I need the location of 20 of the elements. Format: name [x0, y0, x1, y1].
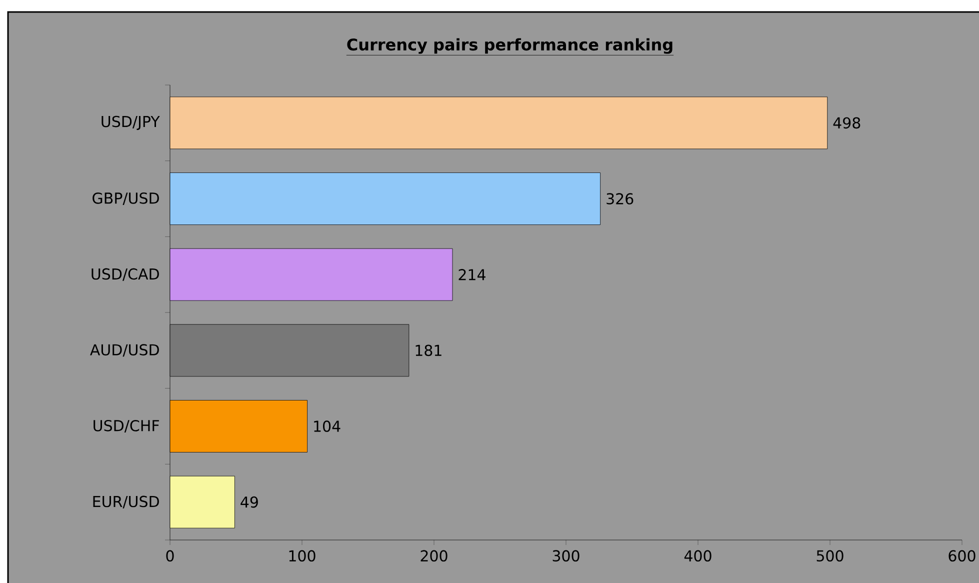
- x-tick-label: 300: [552, 550, 580, 562]
- y-tick-label: USD/CHF: [94, 420, 159, 433]
- data-label: 49: [240, 496, 258, 508]
- data-label: 214: [458, 269, 486, 280]
- y-tick-label: GBP/USD: [92, 192, 159, 206]
- data-label: 498: [833, 117, 860, 129]
- x-tick-label: 0: [166, 550, 174, 562]
- data-label: 326: [606, 193, 634, 204]
- y-tick-label: AUD/USD: [90, 344, 159, 357]
- y-tick-label: USD/JPY: [102, 116, 160, 130]
- chart-title: Currency pairs performance ranking: [347, 38, 672, 54]
- y-tick-label: USD/CAD: [92, 268, 159, 281]
- x-tick-label: 100: [289, 550, 316, 562]
- data-label: 181: [416, 344, 442, 356]
- y-tick-label: EUR/USD: [93, 496, 159, 508]
- x-tick-label: 400: [684, 550, 712, 562]
- data-label: 104: [314, 420, 340, 432]
- x-tick-label: 600: [948, 550, 976, 562]
- x-tick-label: 200: [420, 550, 448, 562]
- x-tick-label: 500: [816, 550, 844, 562]
